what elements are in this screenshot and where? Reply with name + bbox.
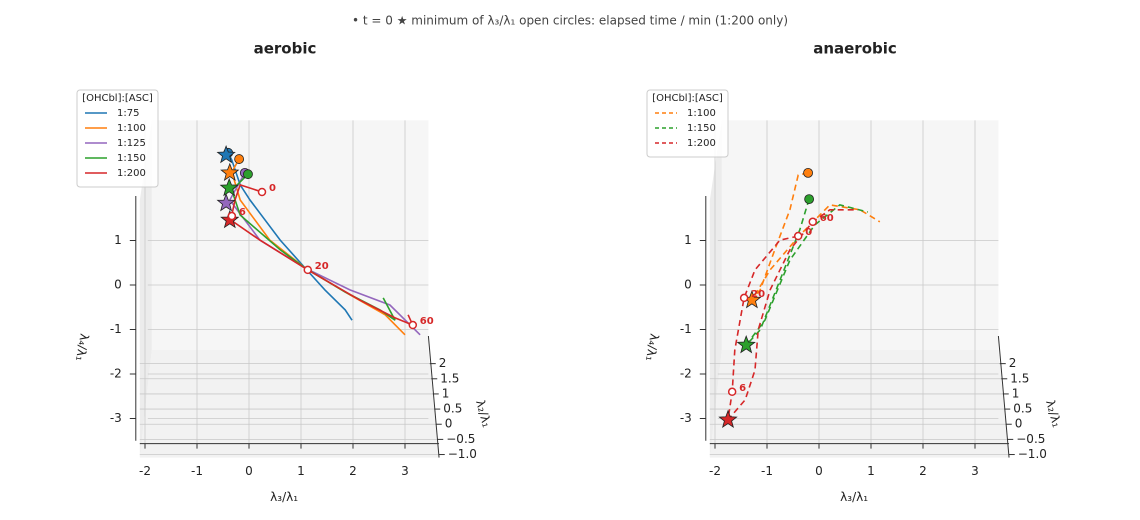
series-line (745, 198, 869, 346)
x-tick-label: 1 (297, 464, 305, 478)
z-tick-label: 0 (684, 278, 692, 292)
y-tick-label: 0.5 (443, 402, 462, 416)
z-tick-label: -2 (110, 367, 122, 381)
legend-label: 1:100 (687, 108, 716, 119)
z-axis-label: λ₄/λ₁ (73, 332, 92, 362)
x-axis-label: λ₃/λ₁ (270, 490, 298, 504)
time-label: 0 (269, 183, 276, 194)
legend-label: 1:200 (687, 138, 716, 149)
x-tick-label: 3 (401, 464, 409, 478)
y-tick-label: −1.0 (448, 447, 477, 461)
side-pane (139, 120, 152, 458)
z-tick-label: -1 (680, 322, 692, 336)
time-marker (227, 211, 237, 221)
legend-title: [OHCbl]:[ASC] (82, 93, 153, 104)
figure-note: • t = 0 ★ minimum of λ₃/λ₁ open circles:… (352, 14, 788, 28)
z-tick-label: 1 (114, 233, 122, 247)
z-tick-label: 1 (684, 233, 692, 247)
x-tick-label: 1 (867, 464, 875, 478)
time-marker (793, 231, 803, 241)
y-tick-label: 1.5 (1010, 371, 1029, 385)
z-tick-label: 0 (114, 278, 122, 292)
y-tick-label: −0.5 (1016, 432, 1045, 446)
time-label: 20 (751, 289, 765, 300)
x-tick-label: -1 (761, 464, 773, 478)
legend-label: 1:100 (117, 123, 146, 134)
start-marker (243, 169, 253, 180)
y-tick-label: 0.5 (1013, 402, 1032, 416)
minimum-star (718, 409, 738, 429)
time-marker (303, 265, 313, 275)
minimum-star (216, 192, 236, 212)
y-axis-line (997, 335, 1010, 458)
legend-box (76, 89, 159, 188)
floor-pane (709, 350, 1010, 458)
panel: -2 -1 0 1 2 3-3-2-10121.510.50−0.5−1.0λ₃/λ₁λ₄… (643, 40, 1064, 505)
y-tick-label: 0 (445, 417, 453, 431)
legend-box (646, 89, 729, 158)
y-tick-label: −0.5 (446, 432, 475, 446)
x-tick-label: -1 (191, 464, 203, 478)
time-marker (408, 320, 418, 330)
time-marker (257, 187, 267, 197)
floor-pane (139, 350, 440, 458)
x-tick-label: 2 (349, 464, 357, 478)
x-tick-label: -2 (709, 464, 721, 478)
time-label: 60 (420, 316, 434, 327)
start-marker (803, 167, 813, 178)
legend-label: 1:200 (117, 168, 146, 179)
time-label: 6 (239, 207, 246, 218)
y-axis-line (427, 335, 440, 458)
panel: -2 -1 0 1 2 3-3-2-10121.510.50−0.5−1.0λ₃/λ₁λ₄… (73, 40, 494, 505)
y-tick-label: 2 (1009, 356, 1017, 370)
minimum-star (220, 162, 240, 182)
chart-title: aerobic (254, 40, 317, 58)
start-marker (804, 194, 815, 205)
x-axis-label: λ₃/λ₁ (840, 490, 868, 504)
time-label: 0 (805, 227, 812, 238)
start-marker (234, 154, 245, 164)
time-label: 6 (739, 383, 746, 394)
x-tick-label: 3 (971, 464, 979, 478)
side-pane (709, 120, 722, 458)
z-tick-label: -3 (680, 411, 692, 425)
legend-label: 1:150 (117, 153, 146, 164)
x-tick-label: 2 (919, 464, 927, 478)
legend-title: [OHCbl]:[ASC] (652, 93, 723, 104)
minimum-star (219, 177, 239, 197)
y-axis-label: λ₂/λ₁ (1043, 398, 1064, 429)
legend-label: 1:75 (117, 108, 139, 119)
time-marker (739, 293, 749, 303)
y-tick-label: −1.0 (1018, 447, 1047, 461)
y-axis-label: λ₂/λ₁ (473, 398, 494, 429)
z-tick-label: -2 (680, 367, 692, 381)
time-label: 20 (315, 261, 329, 272)
time-label: 60 (820, 213, 834, 224)
minimum-star (216, 144, 236, 164)
y-tick-label: 1.5 (440, 371, 459, 385)
legend-label: 1:125 (117, 138, 146, 149)
y-tick-label: 0 (1015, 417, 1023, 431)
z-tick-label: -3 (110, 411, 122, 425)
z-tick-label: -1 (110, 322, 122, 336)
chart-title: anaerobic (813, 40, 897, 58)
time-marker (808, 217, 818, 227)
y-tick-label: 2 (439, 356, 447, 370)
time-marker (727, 387, 737, 397)
y-tick-label: 1 (1012, 386, 1020, 400)
series-line (229, 183, 415, 327)
legend-label: 1:150 (687, 123, 716, 134)
x-tick-label: -2 (139, 464, 151, 478)
x-tick-label: 0 (815, 464, 823, 478)
z-axis-label: λ₄/λ₁ (643, 332, 662, 362)
x-tick-label: 0 (245, 464, 253, 478)
minimum-star (736, 334, 756, 354)
y-tick-label: 1 (442, 386, 450, 400)
